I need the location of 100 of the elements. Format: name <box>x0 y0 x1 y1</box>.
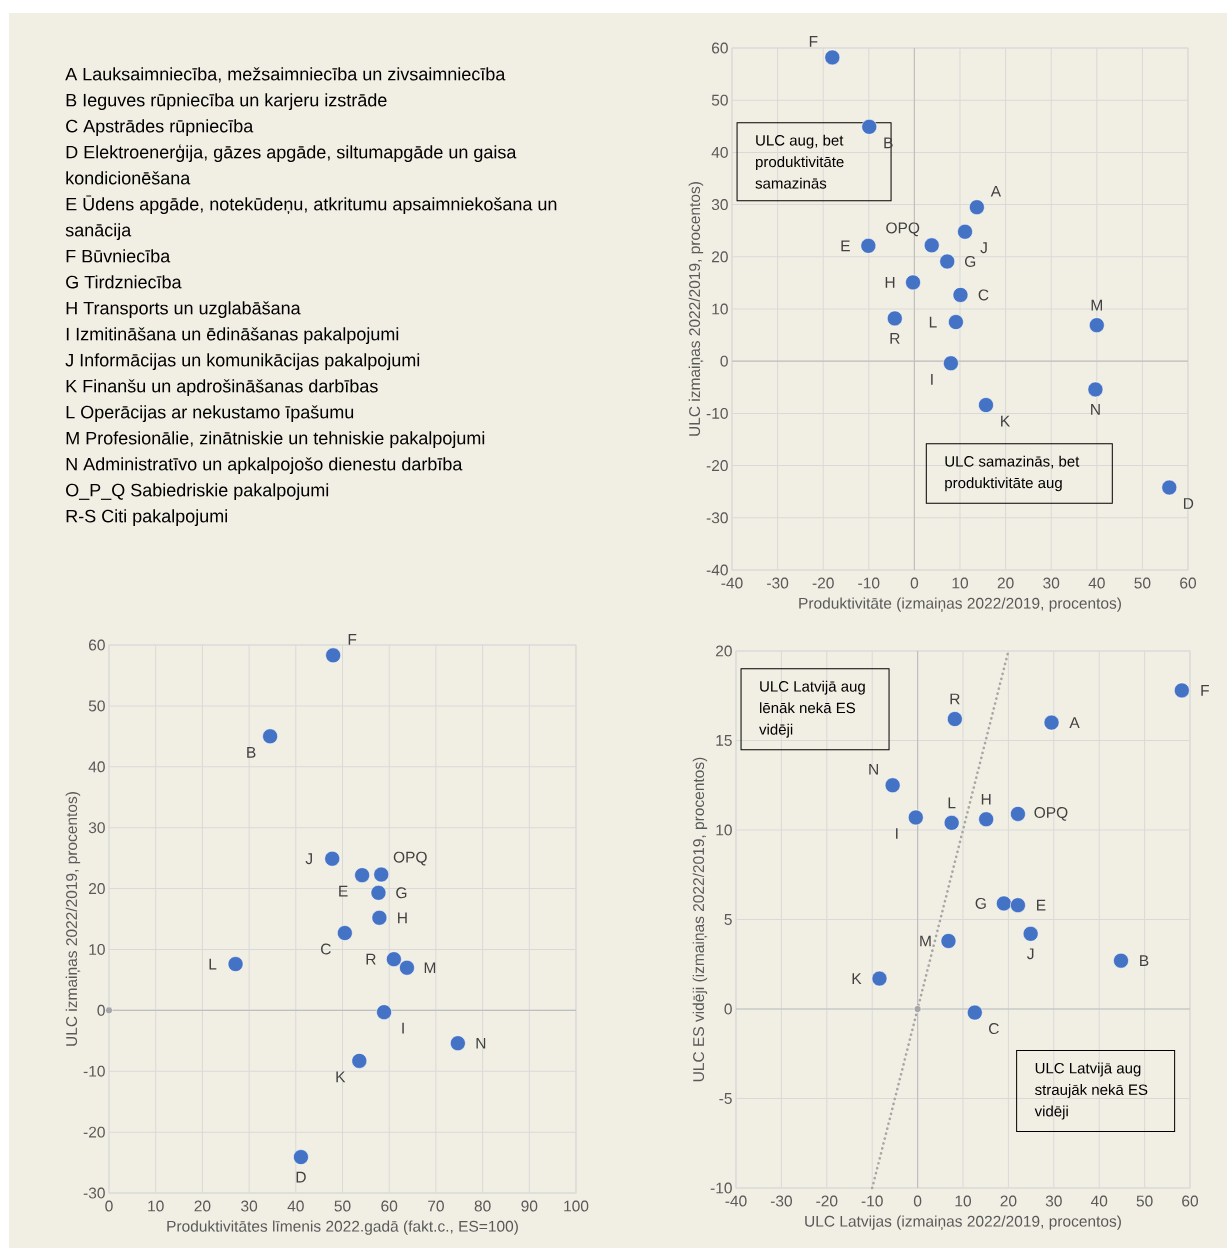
point <box>907 809 924 826</box>
point <box>923 237 940 254</box>
y-tick-label: 60 <box>712 42 728 54</box>
point <box>293 1149 309 1165</box>
series-label: B <box>1140 955 1149 967</box>
point <box>1174 682 1190 699</box>
x-tick-label: 50 <box>1136 1195 1153 1207</box>
y-tick-label: 50 <box>88 700 105 712</box>
x-tick-label: 40 <box>287 1200 304 1212</box>
series-label: R <box>950 693 960 705</box>
point <box>884 777 901 794</box>
y-tick-label: 15 <box>716 735 732 746</box>
x-tick-label: 20 <box>997 577 1014 589</box>
y-tick-label: 20 <box>89 883 105 895</box>
x-tick-label: 50 <box>334 1200 351 1212</box>
x-tick-label: 30 <box>1043 577 1060 589</box>
point <box>325 647 341 664</box>
series-label: I <box>896 828 898 839</box>
x-tick-label: 20 <box>194 1200 211 1212</box>
series-label: C <box>978 289 989 301</box>
y-tick-label: 10 <box>716 824 732 836</box>
series-label: OPQ <box>1034 807 1068 821</box>
x-tick-label: 60 <box>381 1200 398 1212</box>
series-label: R <box>366 953 376 965</box>
point <box>399 959 415 976</box>
y-tick-label: 60 <box>89 639 105 651</box>
y-tick-label: -10 <box>706 407 728 419</box>
x-tick-label: 10 <box>148 1200 164 1212</box>
text: L Operācijas ar nekustamo īpašumu <box>66 405 354 423</box>
text: J Informācijas un komunikācijas pakalpojumi <box>65 353 420 371</box>
y-axis-title: ULC izmaiņas 2022/2019, procentos) <box>688 182 704 436</box>
x-tick-label: 80 <box>474 1200 491 1212</box>
point <box>940 933 957 949</box>
series-label: M <box>920 935 931 947</box>
point <box>957 223 973 240</box>
series-label: F <box>1201 685 1209 696</box>
series-label: OPQ <box>393 851 427 866</box>
y-tick-label: -20 <box>706 460 728 472</box>
x-tick-label: 0 <box>910 577 919 589</box>
text: F Būvniecība <box>66 249 171 263</box>
y-tick-label: -10 <box>710 1182 732 1194</box>
x-tick-label: 60 <box>1182 1195 1199 1207</box>
point <box>1089 317 1105 333</box>
series-label: N <box>869 763 878 775</box>
x-tick-label: 60 <box>1180 577 1197 589</box>
series-label: E <box>841 240 850 252</box>
x-tick-label: -20 <box>812 577 834 589</box>
y-tick-label: -30 <box>706 512 728 524</box>
series-label: K <box>1001 415 1010 427</box>
point <box>370 885 387 901</box>
series-label: L <box>948 797 956 809</box>
y-tick-label: 10 <box>712 303 728 315</box>
point <box>450 1035 466 1052</box>
series-label: A <box>990 185 1002 197</box>
y-tick-label: -40 <box>706 564 728 576</box>
point <box>376 1004 392 1020</box>
point <box>227 956 244 972</box>
series-label: A <box>1069 717 1080 728</box>
y-tick-label: 30 <box>711 199 728 211</box>
x-axis-title: Produktivitāte (izmaiņas 2022/2019, procentos) <box>799 597 1121 612</box>
point <box>978 397 994 413</box>
y-tick-label: 10 <box>89 943 105 955</box>
series-label: N <box>476 1037 486 1049</box>
series-label: K <box>336 1071 346 1083</box>
x-tick-label: -30 <box>767 577 789 589</box>
text: O_P_Q Sabiedriskie pakalpojumi <box>66 483 329 501</box>
text: E Ūdens apgāde, notekūdeņu, atkritumu apsaimniekošana un sanācija <box>65 195 557 241</box>
y-tick-label: -10 <box>83 1065 105 1077</box>
point <box>1043 714 1060 731</box>
series-label: H <box>885 277 895 288</box>
y-tick-label: -30 <box>83 1187 105 1199</box>
text: K Finanšu un apdrošināšanas darbības <box>66 379 378 397</box>
point <box>371 910 388 926</box>
series-label: C <box>989 1023 999 1035</box>
point <box>1022 926 1039 942</box>
text: G Tirdzniecība <box>66 275 182 289</box>
y-tick-label: 0 <box>724 1003 732 1015</box>
text: C Apstrādes rūpniecība <box>66 119 254 137</box>
x-tick-label: 40 <box>1090 1195 1108 1207</box>
x-tick-label: 100 <box>564 1200 589 1212</box>
series-label: J <box>1027 948 1034 960</box>
y-tick-label: 0 <box>97 1004 105 1016</box>
series-label: J <box>305 853 312 865</box>
point <box>1087 381 1104 398</box>
point <box>871 970 888 987</box>
x-tick-label: -10 <box>858 577 880 589</box>
annotation: ULC samazinās, bet produktivitāte aug <box>945 455 1080 492</box>
point <box>996 895 1012 912</box>
series-label: L <box>209 958 217 970</box>
point <box>967 1004 983 1021</box>
x-tick-label: 40 <box>1088 577 1105 589</box>
series-label: G <box>975 897 986 909</box>
series-label: C <box>321 943 331 955</box>
series-label: F <box>809 36 818 47</box>
point <box>947 711 963 727</box>
x-tick-label: 10 <box>952 577 969 589</box>
series-label: F <box>348 634 357 645</box>
text: N Administratīvo un apkalpojošo dienestu darbība <box>66 457 463 475</box>
series-label: B <box>247 747 256 758</box>
series-label: J <box>980 242 987 254</box>
